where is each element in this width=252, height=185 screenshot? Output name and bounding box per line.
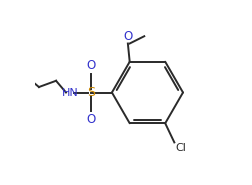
Text: HN: HN	[61, 88, 78, 97]
Text: O: O	[86, 113, 95, 127]
Text: S: S	[87, 86, 94, 99]
Text: Cl: Cl	[174, 143, 185, 153]
Text: O: O	[86, 58, 95, 72]
Text: O: O	[123, 30, 132, 43]
